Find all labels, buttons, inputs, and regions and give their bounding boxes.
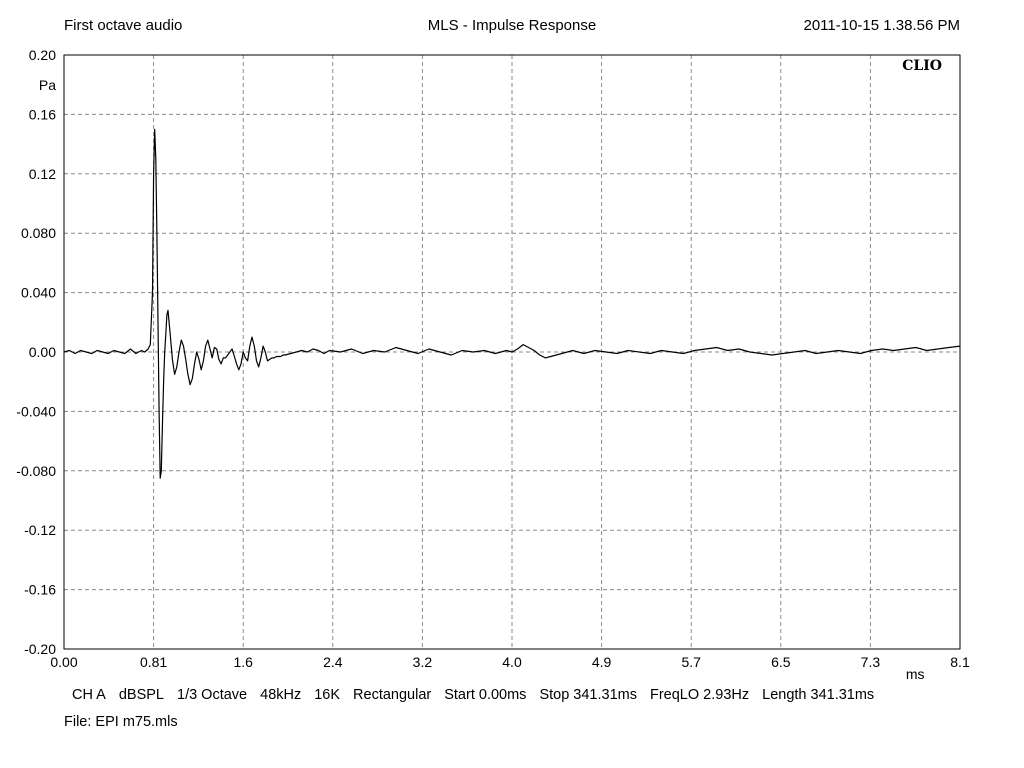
y-tick-label: 0.00 [29,344,56,360]
series-line-0 [63,128,961,479]
series-layer [63,128,961,479]
x-tick-label: 6.5 [771,654,791,670]
y-tick-label: -0.16 [24,582,56,598]
settings-item: Start 0.00ms [444,687,527,703]
y-tick-label: 0.12 [29,166,56,182]
header-app-name: First octave audio [64,17,183,34]
chart-title: MLS - Impulse Response [427,17,597,34]
y-axis-unit-label: Pa [39,77,56,93]
x-tick-label: 8.1 [950,654,970,670]
settings-item: Rectangular [353,687,432,703]
settings-item: CH A [72,687,106,703]
axis-tick-labels: 0.00 0.81 1.6 2.4 3.2 4.0 4.9 5.7 6.5 7.3 8.1 0.20 0… [16,47,970,670]
x-tick-label: 7.3 [861,654,881,670]
y-tick-label: -0.20 [24,641,56,657]
settings-item: 48kHz [260,687,302,703]
y-tick-label: -0.12 [24,522,56,538]
measurement-settings: CH A dBSPL 1/3 Octave 48kHz 16K Rectangular St… [72,687,887,703]
y-tick-label: 0.080 [21,225,56,241]
settings-item: dBSPL [118,687,164,703]
x-tick-label: 0.81 [140,654,167,670]
settings-item: 1/3 Octave [177,687,248,703]
file-name: File: EPI m75.mls [64,714,178,730]
x-tick-label: 4.9 [592,654,612,670]
y-tick-label: -0.080 [16,463,56,479]
x-tick-label: 4.0 [502,654,522,670]
settings-item: Stop 341.31ms [539,687,637,703]
clio-logo: CLIO [902,58,942,74]
y-tick-label: 0.20 [29,47,56,63]
y-tick-label: 0.040 [21,285,56,301]
settings-item: 16K [314,687,341,703]
header-timestamp: 2011-10-15 1.38.56 PM [803,17,961,34]
x-tick-label: 3.2 [413,654,433,670]
settings-item: FreqLO 2.93Hz [649,687,750,703]
x-tick-label: 0.00 [50,654,77,670]
y-tick-label: -0.040 [16,403,56,419]
x-tick-label: 5.7 [681,654,701,670]
x-tick-label: 1.6 [233,654,253,670]
y-tick-label: 0.16 [29,106,56,122]
settings-item: Length 341.31ms [762,687,875,703]
x-axis-unit-label: ms [906,666,925,682]
x-tick-label: 2.4 [323,654,343,670]
